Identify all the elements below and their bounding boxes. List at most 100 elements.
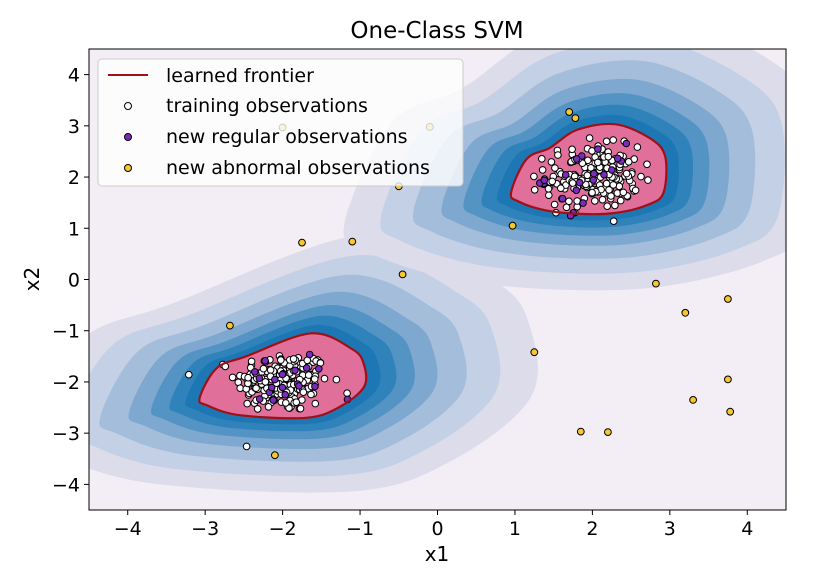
scatter-point <box>608 166 616 174</box>
scatter-point <box>530 186 539 194</box>
scatter-point <box>310 375 319 383</box>
scatter-point <box>607 192 615 200</box>
legend-box <box>97 58 464 187</box>
scatter-point <box>332 375 341 384</box>
scatter-point <box>315 365 323 373</box>
x-tick-label: 3 <box>664 518 676 540</box>
legend-abnormal-swatch <box>124 164 132 172</box>
scatter-point <box>538 166 547 174</box>
scatter-point <box>292 398 301 407</box>
scatter-point <box>643 160 651 169</box>
abnormal-point <box>726 407 735 416</box>
scatter-point <box>609 217 618 225</box>
scatter-point <box>281 390 290 399</box>
scatter-point <box>575 178 584 187</box>
scatter-point <box>228 373 237 382</box>
chart-title: One-Class SVM <box>350 18 523 44</box>
abnormal-point <box>604 428 612 437</box>
scatter-point <box>572 155 581 163</box>
scatter-point <box>266 366 275 374</box>
scatter-point <box>637 172 645 181</box>
scatter-point <box>590 169 598 178</box>
scatter-point <box>600 170 608 179</box>
scatter-point <box>603 202 612 210</box>
scatter-point <box>299 388 308 397</box>
scatter-point <box>253 405 262 413</box>
x-axis-label: x1 <box>425 542 450 566</box>
x-axis-ticks: −4 −3 −2 −1 0 1 2 3 4 <box>114 510 753 540</box>
scatter-point <box>561 171 570 179</box>
x-tick-label: 1 <box>509 518 521 540</box>
scatter-point <box>538 155 546 163</box>
legend: learned frontier training observations n… <box>97 58 464 187</box>
abnormal-point <box>571 114 580 122</box>
abnormal-point <box>226 321 234 330</box>
frontier-line <box>198 332 368 420</box>
scatter-point <box>302 364 311 372</box>
scatter-point <box>311 382 319 391</box>
legend-label-frontier: learned frontier <box>166 65 314 87</box>
scatter-point <box>244 373 252 382</box>
scatter-point <box>551 164 559 172</box>
scatter-point <box>594 158 602 167</box>
scatter-point <box>320 374 329 383</box>
x-tick-label: 0 <box>431 518 443 540</box>
scatter-point <box>631 186 640 195</box>
y-tick-label: 4 <box>68 65 80 87</box>
scatter-point <box>611 201 619 210</box>
abnormal-point <box>724 295 732 303</box>
abnormal-point <box>724 375 732 384</box>
scatter-point <box>591 197 599 205</box>
scatter-point <box>282 399 290 407</box>
y-tick-label: −1 <box>52 321 80 343</box>
scatter-point <box>568 179 577 187</box>
scatter-point <box>554 151 562 159</box>
regular-points <box>251 139 631 404</box>
scatter-point <box>296 404 305 413</box>
scatter-point <box>633 143 642 151</box>
scatter-point <box>622 169 631 178</box>
y-tick-label: −2 <box>52 372 80 394</box>
y-axis-ticks: −4 −3 −2 −1 0 1 2 3 4 <box>52 65 89 496</box>
scatter-point <box>278 370 287 379</box>
abnormal-point <box>398 270 407 279</box>
scatter-point <box>588 188 596 197</box>
scatter-point <box>616 196 625 205</box>
scatter-point <box>548 177 557 186</box>
x-tick-label: −4 <box>114 518 142 540</box>
legend-regular-swatch <box>124 133 132 141</box>
scatter-point <box>242 442 251 451</box>
scatter-point <box>602 137 611 146</box>
y-tick-label: 1 <box>68 218 80 240</box>
scatter-point <box>269 396 278 404</box>
y-tick-label: −4 <box>52 474 80 496</box>
scatter-point <box>594 145 602 153</box>
scatter-point <box>572 186 581 195</box>
abnormal-point <box>652 279 660 288</box>
scatter-point <box>304 371 313 379</box>
scatter-point <box>295 382 303 390</box>
y-tick-label: 3 <box>68 116 80 138</box>
learned-frontier-curves <box>198 122 668 420</box>
x-tick-label: 4 <box>741 518 753 540</box>
scatter-point <box>624 158 633 166</box>
scatter-point <box>343 389 351 398</box>
scatter-point <box>255 395 264 403</box>
scatter-point <box>264 403 273 411</box>
scatter-point <box>544 185 553 193</box>
abnormal-point <box>576 427 585 436</box>
scatter-point <box>613 154 622 163</box>
scatter-point <box>289 355 298 363</box>
legend-label-training: training observations <box>166 95 368 117</box>
legend-label-abnormal: new abnormal observations <box>166 157 430 179</box>
x-tick-label: −3 <box>191 518 219 540</box>
scatter-point <box>530 172 538 181</box>
scatter-point <box>589 176 598 184</box>
abnormal-point <box>565 108 574 116</box>
abnormal-point <box>348 237 357 246</box>
abnormal-point <box>298 238 306 247</box>
scatter-point <box>602 179 611 188</box>
scatter-point <box>609 136 618 144</box>
scatter-point <box>547 158 556 166</box>
